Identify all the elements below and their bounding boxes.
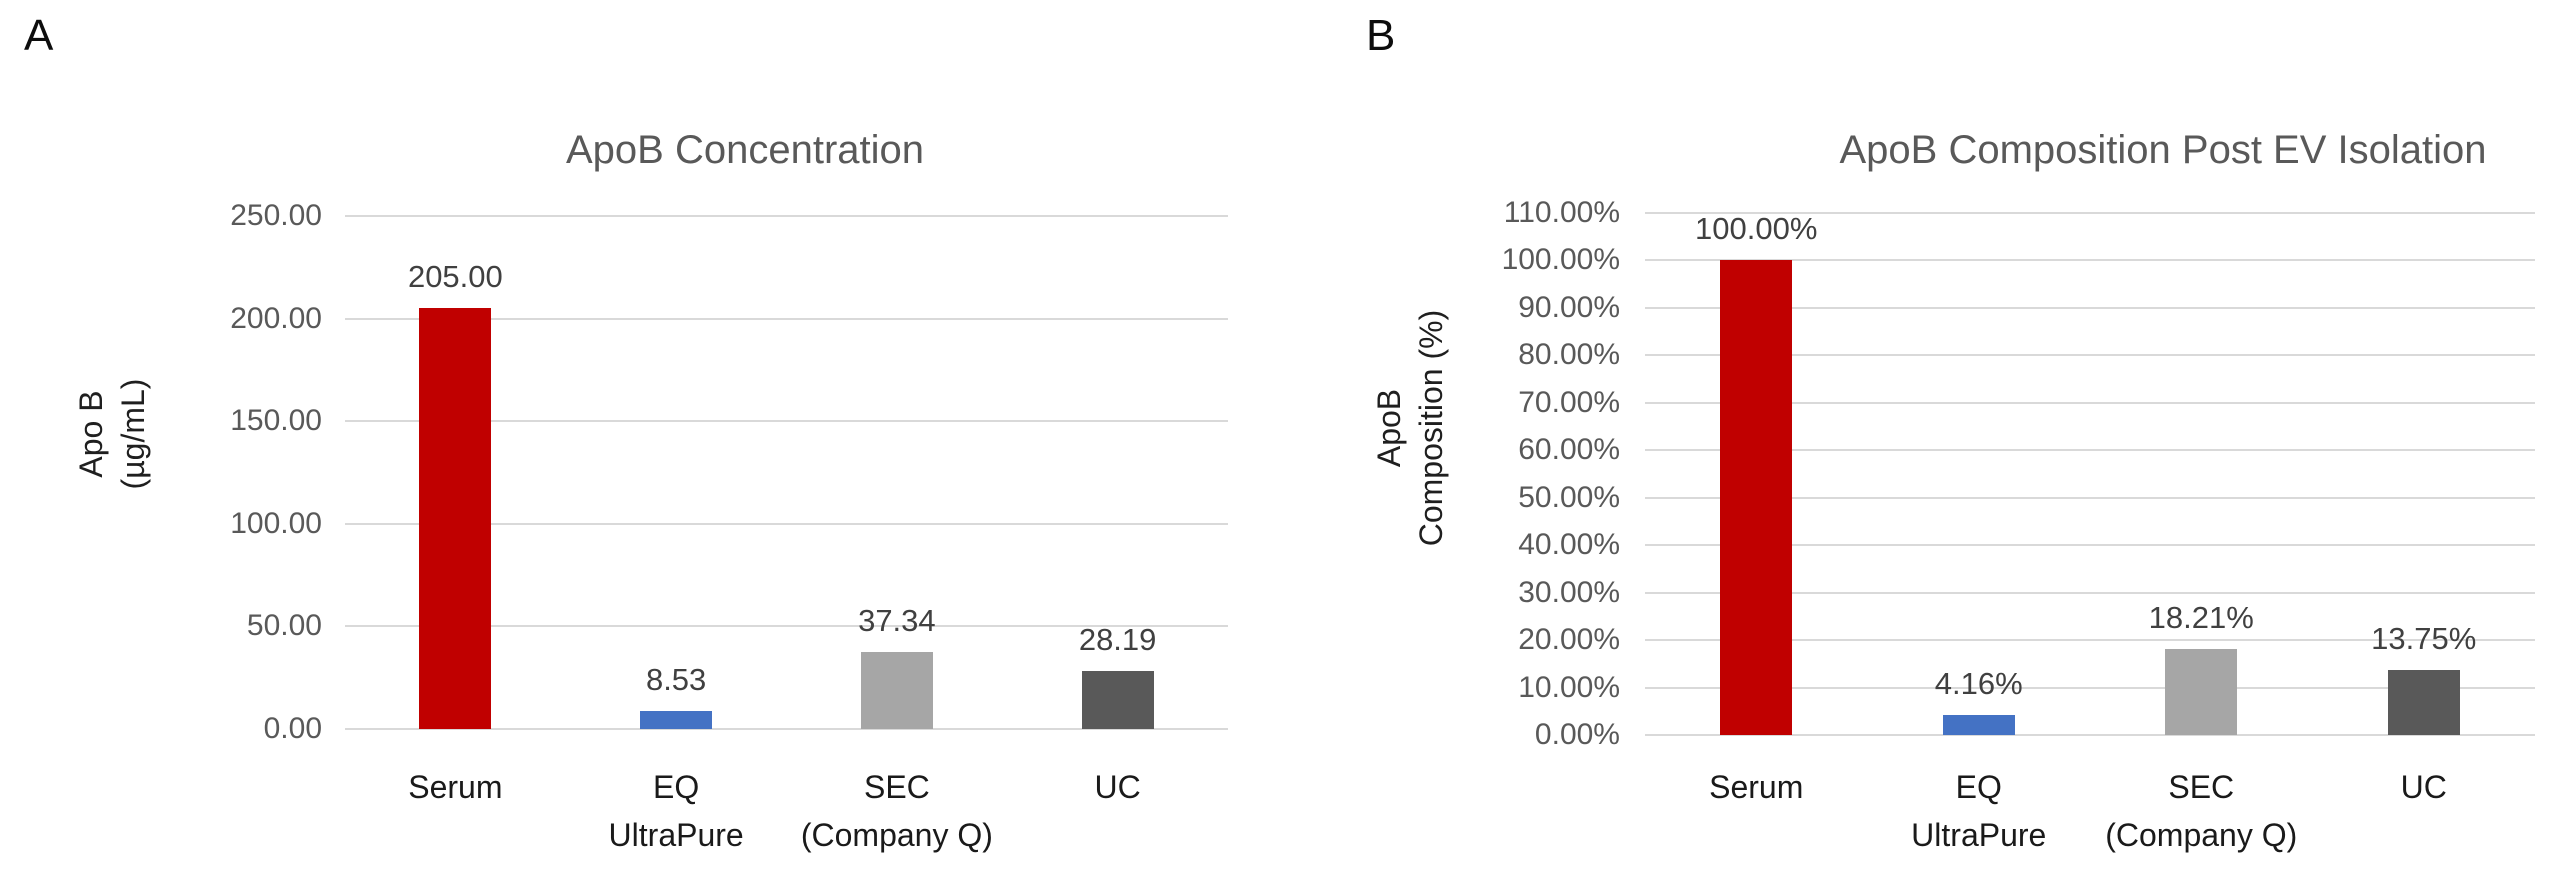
- chart-b-y-tick-label: 20.00%: [1518, 623, 1620, 657]
- category-label-eq-ultrapure: EQ UltraPure: [1824, 763, 2134, 859]
- data-label-serum: 100.00%: [1695, 211, 1818, 247]
- chart-b-gridline: [1645, 354, 2535, 357]
- chart-a-y-tick-label: 100.00: [230, 506, 322, 540]
- chart-b-y-tick-label: 70.00%: [1518, 385, 1620, 419]
- category-label-line: UltraPure: [1911, 817, 2047, 853]
- data-label-sec-company-q: 18.21%: [2148, 599, 2254, 635]
- chart-b-title: ApoB Composition Post EV Isolation: [1839, 128, 2487, 172]
- bar-uc: [1081, 671, 1154, 729]
- category-label-line: UC: [1094, 769, 1141, 805]
- bar-uc: [2387, 669, 2460, 735]
- category-label-serum: Serum: [300, 763, 610, 811]
- chart-b-gridline: [1645, 212, 2535, 214]
- bar-serum: [419, 308, 492, 729]
- chart-b-gridline: [1645, 734, 2535, 736]
- chart-b-y-tick-label: 30.00%: [1518, 575, 1620, 609]
- chart-b-y-tick-label: 10.00%: [1518, 670, 1620, 704]
- chart-a-y-tick-label: 0.00: [263, 712, 322, 745]
- chart-a-y-tick-label: 50.00: [246, 609, 322, 643]
- category-label-line: (Company Q): [800, 817, 993, 853]
- category-label-line: (Company Q): [2105, 817, 2298, 853]
- category-label-line: SEC: [2168, 769, 2235, 805]
- chart-b-gridline: [1645, 449, 2535, 452]
- bar-eq-ultrapure: [1942, 715, 2015, 735]
- chart-b-y-tick-label: 60.00%: [1518, 433, 1620, 467]
- category-label-uc: UC: [2269, 763, 2560, 811]
- chart-a-gridline: [345, 317, 1228, 320]
- category-label-line: UC: [2400, 769, 2447, 805]
- panel-a-letter: A: [24, 11, 54, 60]
- data-label-eq-ultrapure: 8.53: [645, 662, 707, 698]
- chart-a-gridline: [345, 420, 1228, 423]
- data-label-serum: 205.00: [407, 259, 503, 295]
- category-label-line: SEC: [863, 769, 930, 805]
- category-label-sec-company-q: SEC (Company Q): [2046, 763, 2356, 859]
- category-label-line: EQ: [1955, 769, 2002, 805]
- chart-b-gridline: [1645, 401, 2535, 404]
- chart-a-gridline: [345, 625, 1228, 628]
- data-label-uc: 13.75%: [2371, 620, 2477, 656]
- chart-a-y-tick-label: 250.00: [230, 199, 322, 232]
- chart-b-y-tick-label: 90.00%: [1518, 290, 1620, 324]
- chart-b-gridline: [1645, 639, 2535, 642]
- category-label-line: EQ: [653, 769, 700, 805]
- category-label-line: UltraPure: [608, 817, 744, 853]
- bar-sec-company-q: [860, 652, 933, 729]
- chart-b-y-tick-label: 110.00%: [1503, 196, 1620, 229]
- chart-b-gridline: [1645, 496, 2535, 499]
- bar-sec-company-q: [2165, 648, 2238, 735]
- panel-b-letter: B: [1366, 11, 1396, 60]
- category-label-line: Serum: [408, 769, 503, 805]
- data-label-uc: 28.19: [1078, 622, 1157, 658]
- chart-b-gridline: [1645, 306, 2535, 309]
- chart-a-gridline: [345, 215, 1228, 217]
- category-label-serum: Serum: [1601, 763, 1911, 811]
- bar-serum: [1720, 260, 1793, 735]
- bar-eq-ultrapure: [640, 711, 713, 729]
- chart-a-gridline: [345, 522, 1228, 525]
- chart-b-gridline: [1645, 544, 2535, 547]
- chart-a-title: ApoB Concentration: [565, 128, 925, 172]
- category-label-sec-company-q: SEC (Company Q): [742, 763, 1052, 859]
- category-label-eq-ultrapure: EQ UltraPure: [521, 763, 831, 859]
- chart-b-y-tick-label: 50.00%: [1518, 480, 1620, 514]
- chart-a-gridline: [345, 728, 1228, 730]
- chart-a-y-tick-label: 200.00: [230, 301, 322, 335]
- data-label-sec-company-q: 37.34: [858, 603, 936, 639]
- category-label-uc: UC: [963, 763, 1273, 811]
- chart-b-gridline: [1645, 591, 2535, 594]
- data-label-eq-ultrapure: 4.16%: [1934, 666, 2023, 702]
- chart-b-y-tick-label: 100.00%: [1501, 243, 1620, 277]
- chart-b-gridline: [1645, 686, 2535, 689]
- chart-b-y-tick-label: 40.00%: [1518, 528, 1620, 562]
- category-label-line: Serum: [1709, 769, 1804, 805]
- chart-b-gridline: [1645, 259, 2535, 262]
- chart-b-y-tick-label: 80.00%: [1518, 338, 1620, 372]
- chart-a-y-tick-label: 150.00: [230, 404, 322, 438]
- chart-b-y-tick-label: 0.00%: [1534, 718, 1620, 751]
